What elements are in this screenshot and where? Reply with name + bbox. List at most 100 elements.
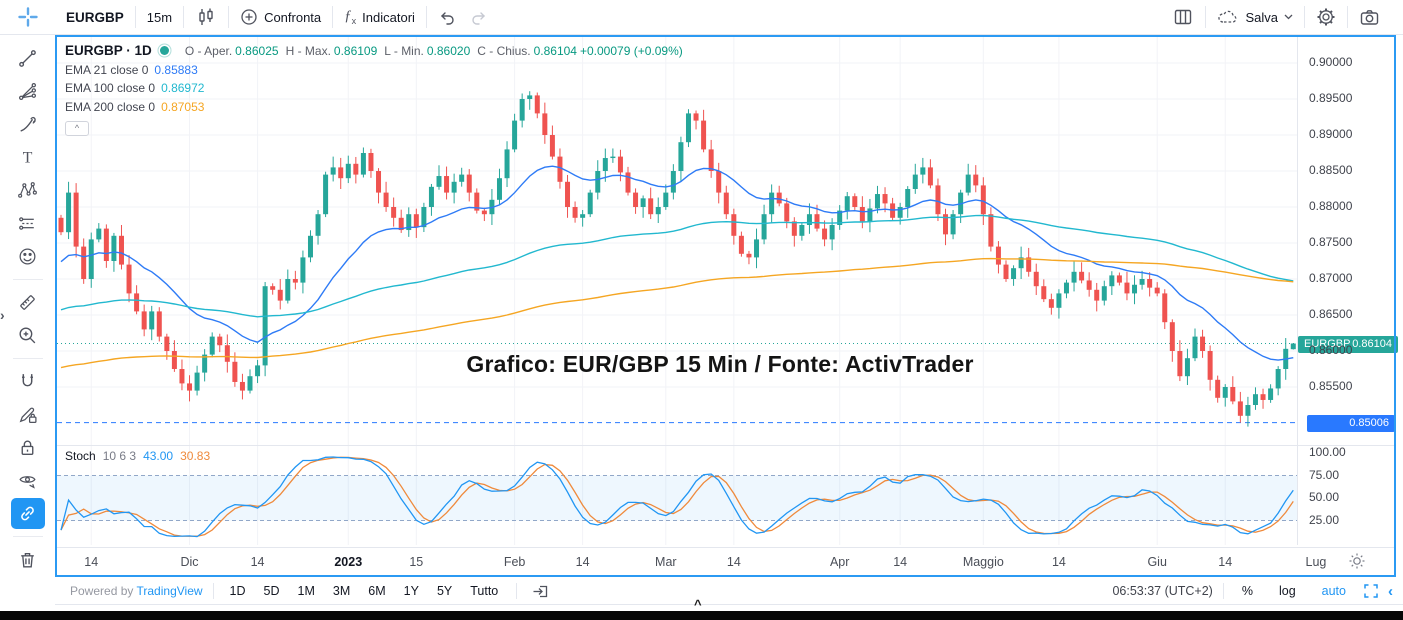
price-axis-label: 0.85500 xyxy=(1309,379,1353,393)
time-axis-label: Maggio xyxy=(962,555,1004,569)
axis-divider xyxy=(1297,37,1298,545)
xabcd-pattern-tool[interactable] xyxy=(11,175,45,206)
clock[interactable]: 06:53:37 (UTC+2) xyxy=(1112,584,1213,598)
fx-indicators-icon: ƒx xyxy=(344,8,357,26)
emoji-tool[interactable] xyxy=(11,241,45,272)
time-axis-label: 14 xyxy=(726,555,741,569)
panel-expand-chevron-right-icon[interactable]: › xyxy=(0,307,5,323)
compare-button[interactable]: Confronta xyxy=(229,3,332,31)
powered-by-link[interactable]: Powered by TradingView xyxy=(70,584,203,598)
zoom-in-tool[interactable] xyxy=(11,320,45,351)
price-axis-label: 0.86000 xyxy=(1309,343,1353,357)
time-axis-label: 2023 xyxy=(334,555,363,569)
divider xyxy=(183,6,185,28)
time-axis-label: 14 xyxy=(893,555,908,569)
hide-drawings-eye-tool[interactable] xyxy=(11,465,45,496)
auto-scale-button[interactable]: auto xyxy=(1321,584,1346,598)
price-axis-label: 0.90000 xyxy=(1309,55,1353,69)
snapshot-button[interactable] xyxy=(1348,3,1391,31)
symbol-search-button[interactable]: EURGBP xyxy=(66,9,124,25)
stoch-axis-label: 75.00 xyxy=(1309,467,1340,482)
legend-symbol[interactable]: EURGBP · 1D xyxy=(65,43,152,58)
price-axis-label: 0.87500 xyxy=(1309,235,1353,249)
drawing-edit-lock-tool[interactable] xyxy=(11,399,45,430)
pane-divider[interactable] xyxy=(57,445,1394,446)
measure-ruler-tool[interactable] xyxy=(11,287,45,318)
lock-all-tool[interactable] xyxy=(11,432,45,463)
fib-fan-tool[interactable] xyxy=(11,76,45,107)
interval-button[interactable]: 15m xyxy=(146,9,173,25)
undo-icon xyxy=(440,12,454,25)
time-axis[interactable]: 14 Dic 14 2023 15 Feb 14 Mar 14 Apr 14 Maggio 14 Giu 1… xyxy=(57,548,1403,577)
stochastic-pane[interactable] xyxy=(57,445,1297,545)
undo-button[interactable] xyxy=(427,3,467,31)
price-axis[interactable]: EURGBP 0.86104 0.85006 0.90000 0.89500 0.89… xyxy=(1297,0,1403,578)
divider xyxy=(12,536,43,537)
crosshair-logo-icon[interactable] xyxy=(0,5,55,29)
range-button-1Y[interactable]: 1Y xyxy=(403,584,419,598)
settings-button[interactable] xyxy=(1305,3,1347,31)
save-button[interactable]: Salva xyxy=(1206,3,1304,31)
goto-date-button[interactable] xyxy=(523,581,558,602)
time-axis-label: Giu xyxy=(1147,555,1167,569)
divider xyxy=(212,583,214,599)
stoch-legend[interactable]: Stoch 10 6 3 43.00 30.83 xyxy=(65,449,211,463)
top-toolbar: EURGBP 15m Confronta ƒx Indicatori xyxy=(0,0,1403,35)
time-axis-label: 14 xyxy=(1051,555,1066,569)
market-status-dot[interactable] xyxy=(159,46,169,55)
ema-21-legend[interactable]: EMA 21 close 0 0.85883 xyxy=(65,62,198,77)
range-button-3M[interactable]: 3M xyxy=(332,584,351,598)
divider xyxy=(12,279,43,280)
collapse-chevron-left-icon[interactable]: ‹ xyxy=(1388,582,1393,600)
percent-scale-button[interactable]: % xyxy=(1241,584,1253,598)
magnet-tool[interactable] xyxy=(11,366,45,397)
bottom-toolbar: Powered by TradingView 1D 5D 1M 3M 6M 1Y 5Y Tut… xyxy=(55,578,1403,605)
price-axis-label: 0.87000 xyxy=(1309,271,1353,285)
candlestick-chart[interactable] xyxy=(57,37,1297,445)
divider xyxy=(1205,6,1207,28)
sync-drawings-link-tool[interactable] xyxy=(10,498,45,529)
time-axis-label: 14 xyxy=(575,555,590,569)
camera-snapshot-icon xyxy=(1360,9,1379,25)
layout-button[interactable] xyxy=(1161,3,1205,31)
redo-button[interactable] xyxy=(459,3,499,31)
fullscreen-brackets-icon[interactable] xyxy=(1364,584,1378,598)
chart-style-button[interactable] xyxy=(184,3,228,31)
text-tool[interactable]: T xyxy=(11,142,45,173)
svg-text:T: T xyxy=(23,150,33,167)
divider xyxy=(425,6,427,28)
price-axis-label: 0.88000 xyxy=(1309,199,1353,213)
compare-plus-icon xyxy=(241,9,257,25)
forecast-tools[interactable] xyxy=(11,208,45,239)
range-button-1M[interactable]: 1M xyxy=(297,584,315,598)
range-button-5Y[interactable]: 5Y xyxy=(436,584,453,598)
range-buttons: 1D 5D 1M 3M 6M 1Y 5Y Tutto xyxy=(222,582,507,600)
ema-200-legend[interactable]: EMA 200 close 0 0.87053 xyxy=(65,99,205,114)
current-price-tag: EURGBP 0.86104 xyxy=(1298,335,1398,353)
session-sun-icon[interactable] xyxy=(1348,552,1366,570)
redo-icon xyxy=(472,12,485,25)
top-toolbar-right: Salva xyxy=(1161,3,1403,31)
trend-line-tool[interactable] xyxy=(11,43,45,74)
brush-tool[interactable] xyxy=(11,109,45,140)
time-axis-divider xyxy=(57,547,1394,548)
bottom-strip[interactable] xyxy=(0,611,1403,620)
range-button-Tutto[interactable]: Tutto xyxy=(470,584,499,598)
time-axis-label: 14 xyxy=(84,555,99,569)
range-button-1D[interactable]: 1D xyxy=(229,584,246,598)
indicators-button[interactable]: ƒx Indicatori xyxy=(344,8,415,26)
strip-caret: ^ xyxy=(694,597,702,612)
time-axis-label: 15 xyxy=(409,555,424,569)
range-button-6M[interactable]: 6M xyxy=(368,584,386,598)
stoch-axis-label: 25.00 xyxy=(1309,512,1340,527)
time-axis-label: Mar xyxy=(655,555,677,569)
legend-collapse-caret[interactable]: ^ xyxy=(65,120,89,136)
chevron-down-icon xyxy=(1284,14,1293,20)
range-button-5D[interactable]: 5D xyxy=(263,584,280,598)
log-scale-button[interactable]: log xyxy=(1278,584,1296,598)
ema-100-legend[interactable]: EMA 100 close 0 0.86972 xyxy=(65,81,205,95)
price-axis-label: 0.88500 xyxy=(1309,163,1353,177)
divider xyxy=(1304,6,1305,28)
remove-drawings-trash-tool[interactable] xyxy=(11,544,45,575)
